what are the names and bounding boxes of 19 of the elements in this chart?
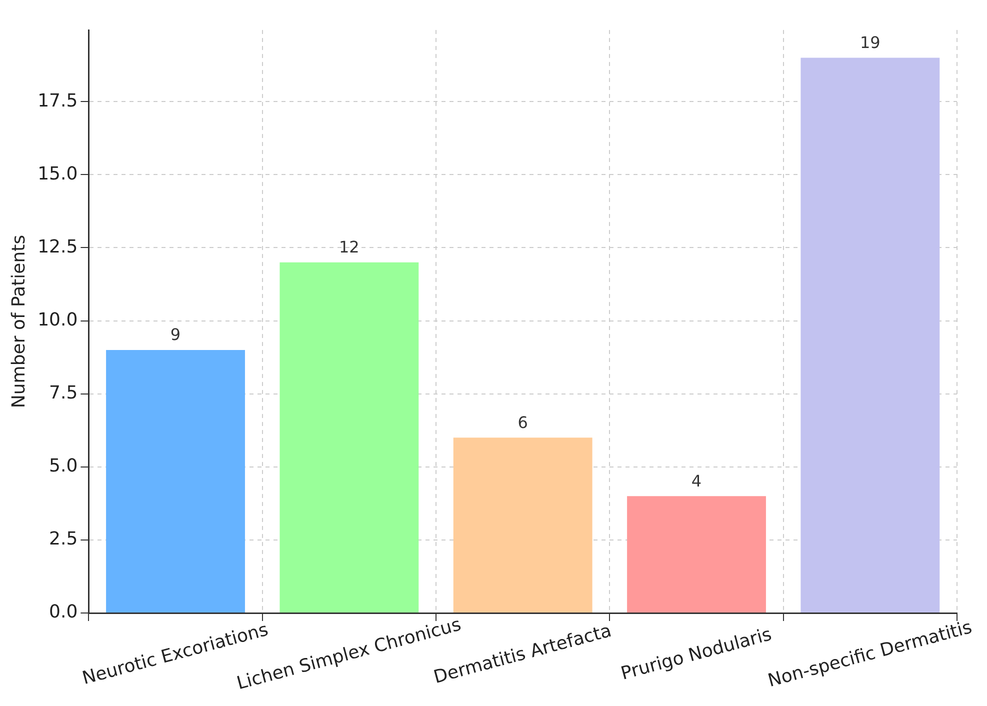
bar (280, 262, 419, 612)
data-label: 19 (860, 32, 880, 52)
y-axis-title: Number of Patients (8, 234, 30, 408)
y-tick-label: 7.5 (49, 382, 78, 404)
data-label: 12 (338, 237, 360, 256)
y-tick-label: 17.5 (38, 90, 78, 112)
y-tick-label: 15.0 (38, 163, 78, 184)
bar (627, 496, 766, 612)
bar (800, 58, 940, 612)
y-tick-label: 10.0 (38, 309, 78, 330)
data-label: 9 (170, 325, 181, 344)
data-label: 4 (691, 471, 702, 490)
data-label: 6 (518, 412, 528, 432)
y-tick-label: 2.5 (49, 528, 78, 550)
y-tick-label: 5.0 (49, 456, 78, 477)
y-tick-label: 0.0 (49, 602, 78, 623)
bar (106, 350, 245, 612)
y-tick-label: 12.5 (38, 236, 78, 258)
bar (453, 438, 592, 612)
